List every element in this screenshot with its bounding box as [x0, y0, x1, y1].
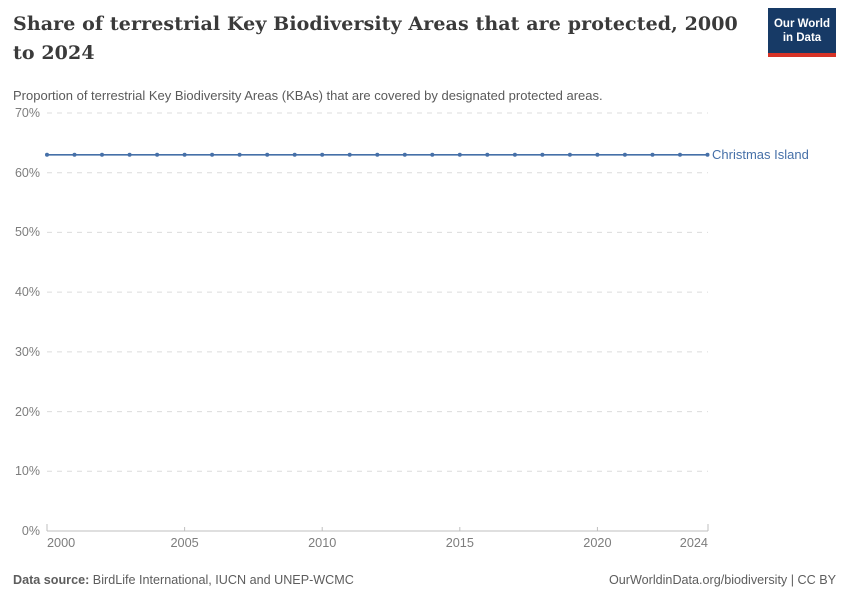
data-point-marker[interactable]: [595, 152, 600, 157]
data-point-marker[interactable]: [155, 152, 160, 157]
chart-subtitle: Proportion of terrestrial Key Biodiversi…: [13, 88, 603, 103]
y-axis-tick-label: 60%: [14, 165, 40, 180]
data-source-text: BirdLife International, IUCN and UNEP-WC…: [89, 573, 354, 587]
data-point-marker[interactable]: [540, 152, 545, 157]
data-point-marker[interactable]: [320, 152, 325, 157]
data-source-label: Data source:: [13, 573, 90, 587]
y-axis-tick-label: 0%: [21, 524, 40, 538]
data-point-marker[interactable]: [182, 152, 187, 157]
gridlines: [47, 112, 708, 472]
data-point-marker[interactable]: [100, 152, 104, 157]
data-series-line[interactable]: [45, 152, 710, 157]
y-axis-tick-label: 40%: [14, 285, 40, 300]
y-axis-tick-label: 10%: [14, 464, 40, 479]
data-point-marker[interactable]: [402, 152, 407, 157]
data-point-marker[interactable]: [210, 152, 215, 157]
data-point-marker[interactable]: [512, 152, 517, 157]
data-point-marker[interactable]: [678, 152, 682, 157]
y-axis-tick-label: 30%: [14, 344, 40, 359]
x-axis-tick-label: 2000: [47, 536, 76, 550]
data-point-marker[interactable]: [430, 152, 435, 157]
owid-logo-line2: in Data: [782, 32, 822, 44]
data-point-marker[interactable]: [375, 152, 380, 157]
data-point-marker[interactable]: [485, 152, 490, 157]
chart-title: Share of terrestrial Key Biodiversity Ar…: [13, 13, 738, 64]
data-point-marker[interactable]: [45, 152, 49, 157]
data-point-marker[interactable]: [237, 152, 242, 157]
x-axis-tick-label: 2005: [170, 536, 199, 550]
data-point-marker[interactable]: [72, 152, 77, 157]
y-axis-tick-label: 70%: [14, 106, 40, 120]
x-axis-tick-label: 2024: [679, 536, 708, 550]
y-axis-tick-label: 50%: [14, 225, 40, 240]
owid-logo[interactable]: Our World in Data: [768, 8, 836, 57]
data-point-marker[interactable]: [347, 152, 352, 157]
x-axis-tick-label: 2010: [308, 536, 337, 550]
data-point-marker[interactable]: [622, 152, 627, 157]
data-point-marker[interactable]: [265, 152, 270, 157]
x-axis-tick-label: 2020: [583, 536, 612, 550]
y-axis-tick-label: 20%: [14, 404, 40, 419]
data-point-marker[interactable]: [567, 152, 572, 157]
data-point-marker[interactable]: [650, 152, 655, 157]
data-point-marker[interactable]: [705, 152, 710, 157]
attribution-link[interactable]: OurWorldinData.org/biodiversity | CC BY: [608, 573, 836, 587]
x-axis: [46, 524, 709, 532]
data-point-marker[interactable]: [292, 152, 297, 157]
owid-logo-line1: Our World: [773, 18, 830, 30]
data-point-marker[interactable]: [457, 152, 462, 157]
data-source: Data source: BirdLife International, IUC…: [13, 573, 354, 587]
series-label-christmas-island[interactable]: Christmas Island: [712, 146, 809, 162]
x-axis-tick-label: 2015: [445, 536, 474, 550]
data-point-marker[interactable]: [127, 152, 132, 157]
